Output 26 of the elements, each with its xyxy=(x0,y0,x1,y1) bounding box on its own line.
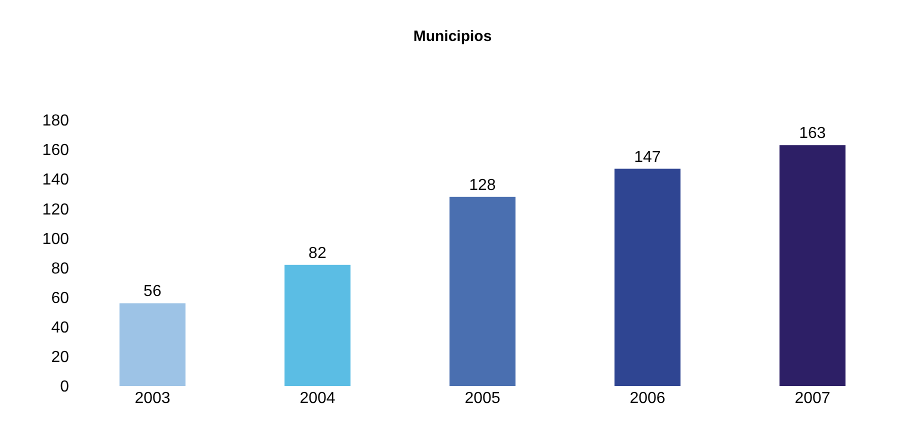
x-tick-label: 2004 xyxy=(300,390,336,407)
data-label: 147 xyxy=(634,148,661,166)
data-label: 163 xyxy=(799,125,826,142)
y-tick-label: 60 xyxy=(51,290,70,307)
y-tick-label: 180 xyxy=(42,112,70,130)
y-tick-label: 100 xyxy=(42,230,70,248)
chart-title: Municipios xyxy=(413,28,492,46)
bar xyxy=(284,264,350,386)
bar xyxy=(614,168,680,386)
x-tick-label: 2003 xyxy=(134,390,170,407)
data-label: 82 xyxy=(308,244,326,262)
y-tick-label: 80 xyxy=(51,260,70,278)
x-tick-label: 2007 xyxy=(794,390,830,407)
y-tick-label: 0 xyxy=(60,378,70,396)
x-tick-label: 2005 xyxy=(464,390,500,407)
bar xyxy=(780,145,846,386)
data-label: 128 xyxy=(469,176,496,194)
y-tick-label: 140 xyxy=(42,172,70,189)
y-tick-label: 120 xyxy=(42,201,70,218)
y-tick-label: 40 xyxy=(51,319,70,336)
bar xyxy=(450,196,516,386)
y-tick-label: 20 xyxy=(51,349,70,366)
data-label: 56 xyxy=(144,283,162,300)
x-tick-label: 2006 xyxy=(630,390,666,407)
y-tick-label: 160 xyxy=(42,142,70,160)
bar xyxy=(120,303,186,386)
